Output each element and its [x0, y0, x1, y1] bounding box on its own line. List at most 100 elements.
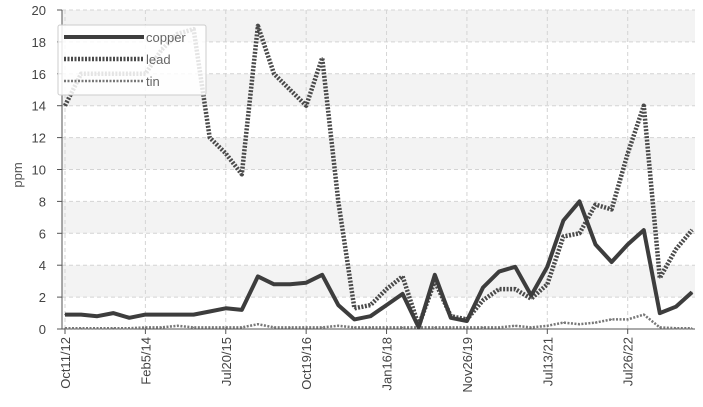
- data-point-copper: [482, 286, 484, 289]
- data-point-tin: [193, 326, 195, 328]
- background-band: [62, 201, 695, 234]
- y-tick-label: 16: [32, 67, 46, 82]
- background-band: [62, 137, 695, 170]
- x-tick-label: Jan16/18: [380, 337, 395, 391]
- data-point-lead: [627, 152, 629, 155]
- data-point-tin: [594, 322, 597, 324]
- data-point-lead: [546, 283, 548, 285]
- data-point-tin: [96, 327, 98, 329]
- data-point-copper: [193, 314, 195, 316]
- data-point-tin: [289, 326, 291, 328]
- y-tick-label: 14: [32, 99, 46, 114]
- data-point-tin: [369, 326, 372, 328]
- data-point-tin: [144, 326, 146, 328]
- data-point-copper: [385, 304, 388, 306]
- data-point-tin: [241, 326, 243, 328]
- y-tick-label: 6: [39, 226, 46, 241]
- data-point-tin: [562, 322, 565, 324]
- data-point-tin: [611, 318, 613, 320]
- y-axis-ticks: 0 2 4 6 8 10 12 14 16 18 20: [32, 3, 62, 337]
- y-tick-label: 20: [32, 3, 46, 18]
- data-point-copper: [128, 317, 130, 319]
- data-point-copper: [691, 291, 693, 293]
- data-point-tin: [305, 326, 307, 328]
- data-point-copper: [434, 274, 436, 276]
- y-tick-label: 10: [32, 163, 46, 178]
- data-point-tin: [627, 318, 629, 320]
- series-line-copper: [65, 199, 694, 330]
- data-point-copper: [418, 326, 420, 328]
- legend-label-lead: lead: [146, 52, 171, 67]
- data-point-tin: [321, 326, 323, 328]
- data-point-copper: [498, 271, 500, 273]
- data-point-copper: [176, 314, 179, 316]
- data-point-copper: [627, 243, 629, 246]
- data-point-copper: [643, 229, 645, 231]
- data-point-tin: [546, 325, 548, 327]
- data-point-lead: [643, 105, 645, 107]
- data-point-lead: [498, 288, 500, 290]
- data-point-copper: [225, 307, 227, 309]
- data-point-lead: [691, 229, 693, 231]
- data-point-copper: [611, 261, 613, 263]
- data-point-copper: [530, 294, 532, 297]
- data-point-copper: [289, 283, 291, 285]
- data-point-copper: [466, 320, 468, 322]
- data-point-lead: [209, 137, 211, 139]
- data-point-lead: [562, 235, 565, 238]
- data-point-copper: [305, 282, 307, 284]
- data-point-copper: [321, 274, 323, 276]
- data-point-lead: [225, 152, 227, 155]
- data-point-tin: [160, 326, 163, 328]
- data-point-copper: [257, 275, 259, 277]
- data-point-lead: [514, 288, 516, 290]
- data-point-tin: [691, 327, 693, 329]
- data-point-tin: [385, 326, 388, 328]
- y-tick-label: 18: [32, 35, 46, 50]
- data-point-copper: [80, 314, 82, 316]
- x-tick-label: Oct19/16: [299, 337, 314, 390]
- data-point-tin: [176, 325, 179, 327]
- data-point-lead: [659, 277, 661, 279]
- data-point-tin: [273, 326, 275, 328]
- data-point-copper: [562, 219, 565, 222]
- y-axis-title: ppm: [10, 162, 25, 187]
- data-point-lead: [578, 232, 581, 234]
- data-point-tin: [64, 327, 66, 329]
- data-point-tin: [402, 326, 404, 328]
- data-point-lead: [385, 288, 388, 290]
- data-point-tin: [209, 326, 211, 328]
- data-point-lead: [402, 275, 404, 277]
- x-tick-label: Nov26/19: [460, 337, 475, 393]
- data-point-copper: [659, 312, 661, 314]
- data-point-tin: [482, 326, 484, 328]
- data-point-lead: [273, 73, 275, 75]
- data-point-tin: [659, 326, 661, 328]
- y-tick-label: 12: [32, 131, 46, 146]
- x-tick-label: Oct11/12: [58, 337, 73, 389]
- data-point-lead: [611, 208, 613, 210]
- legend-label-copper: copper: [146, 30, 186, 45]
- data-point-tin: [337, 325, 339, 327]
- y-tick-label: 2: [39, 290, 46, 305]
- background-band: [62, 169, 695, 202]
- data-point-tin: [128, 327, 130, 329]
- y-tick-label: 0: [39, 322, 46, 337]
- data-point-copper: [402, 293, 404, 295]
- data-point-copper: [353, 318, 355, 320]
- data-point-copper: [273, 283, 275, 285]
- x-tick-label: Jul20/15: [219, 337, 234, 386]
- data-point-copper: [209, 310, 211, 313]
- data-point-copper: [369, 315, 372, 317]
- data-point-copper: [578, 200, 581, 202]
- data-point-copper: [112, 312, 114, 314]
- background-band: [62, 105, 695, 138]
- data-point-copper: [160, 314, 163, 316]
- data-point-copper: [450, 317, 452, 319]
- data-point-tin: [112, 327, 114, 329]
- data-point-copper: [64, 314, 66, 316]
- data-point-tin: [498, 326, 500, 328]
- data-point-lead: [257, 25, 259, 27]
- data-point-lead: [353, 307, 355, 309]
